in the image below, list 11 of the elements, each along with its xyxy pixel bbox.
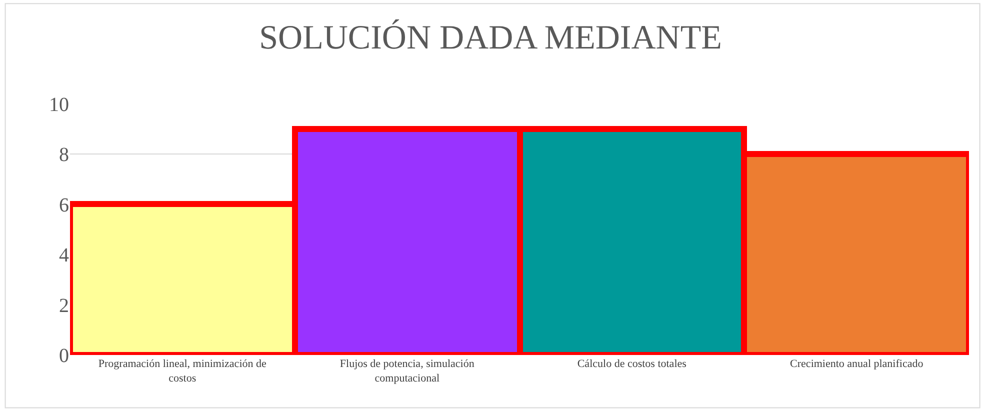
y-tick-label: 8 <box>59 144 69 166</box>
x-tick-label: Crecimiento anual planificado <box>790 358 924 370</box>
y-tick-label: 6 <box>59 194 69 216</box>
y-tick-label: 4 <box>59 244 69 267</box>
y-tick-label: 10 <box>49 94 69 116</box>
y-tick-label: 2 <box>59 294 69 317</box>
x-tick-label: Cálculo de costos totales <box>577 358 686 370</box>
chart-title: SOLUCIÓN DADA MEDIANTE <box>259 18 722 56</box>
y-tick-label: 0 <box>59 345 69 367</box>
x-tick-label: Flujos de potencia, simulación computacional <box>340 358 475 384</box>
x-tick-label: Programación lineal, minimización de costos <box>98 358 266 384</box>
